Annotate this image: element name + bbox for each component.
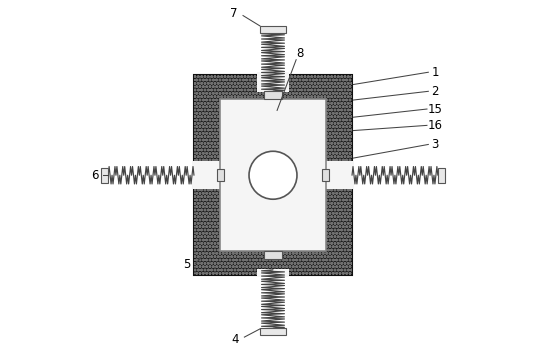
Bar	[438, 168, 444, 183]
Text: 7: 7	[230, 7, 238, 20]
Circle shape	[249, 151, 297, 199]
Bar	[193, 161, 221, 190]
Text: 8: 8	[296, 47, 304, 60]
Bar	[217, 169, 224, 181]
Bar	[325, 161, 353, 190]
Bar	[260, 26, 286, 33]
Bar	[257, 72, 289, 75]
Text: 1: 1	[431, 66, 439, 79]
Text: 16: 16	[428, 119, 443, 132]
Bar	[264, 91, 282, 99]
Bar	[322, 169, 329, 181]
Text: 4: 4	[231, 333, 239, 346]
Bar	[194, 75, 352, 275]
Text: 6: 6	[91, 169, 98, 182]
Text: 5: 5	[183, 258, 191, 271]
Text: 15: 15	[428, 103, 443, 116]
Text: 2: 2	[431, 85, 439, 98]
Bar	[102, 168, 108, 183]
Bar	[260, 328, 286, 335]
Bar	[264, 251, 282, 259]
Bar	[194, 75, 352, 275]
Bar	[257, 74, 289, 92]
Bar	[257, 269, 289, 277]
Bar	[220, 99, 326, 251]
Text: 3: 3	[431, 138, 439, 151]
